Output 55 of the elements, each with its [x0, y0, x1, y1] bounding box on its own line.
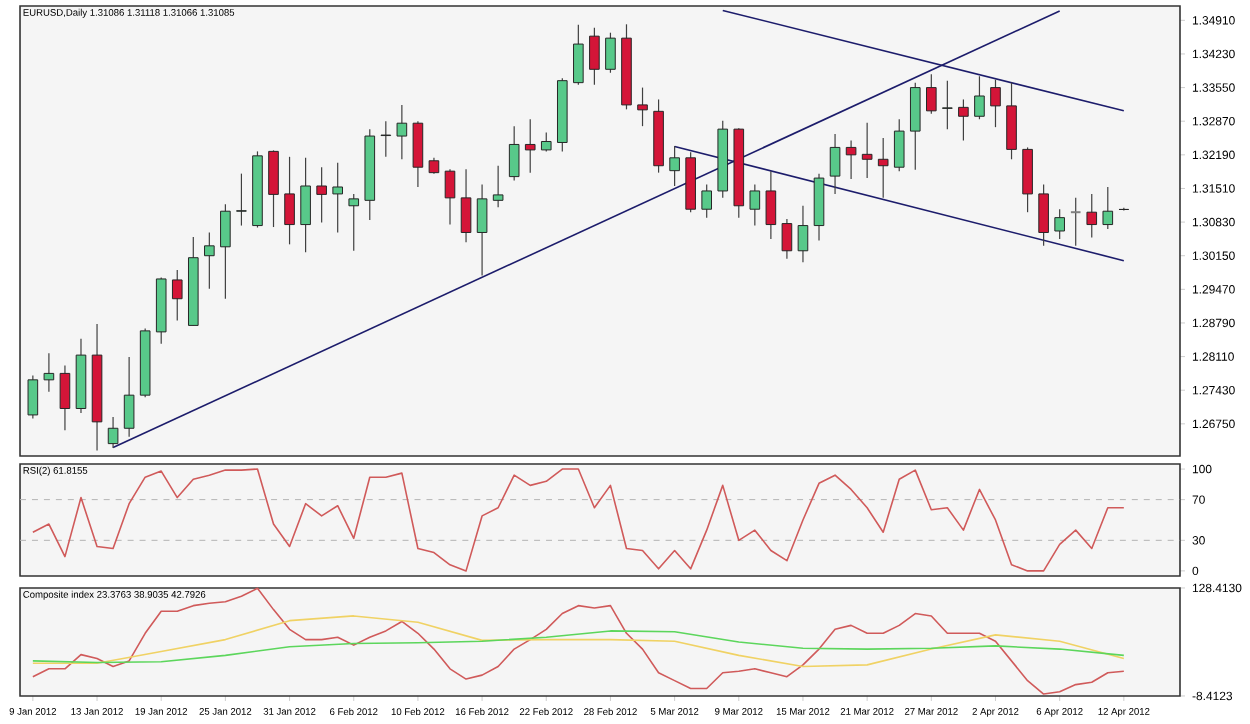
- candlestick: [829, 133, 841, 195]
- candlestick: [1038, 184, 1049, 247]
- candlestick: [204, 232, 215, 290]
- line-series: [32, 615, 1125, 668]
- candlestick: [990, 79, 1001, 129]
- candlestick: [316, 166, 327, 224]
- candlestick: [877, 137, 889, 199]
- candlestick: [524, 118, 536, 174]
- candlestick: [589, 27, 600, 86]
- candlestick: [942, 80, 953, 131]
- candlestick: [412, 120, 424, 188]
- candlestick: [171, 269, 183, 322]
- candlestick: [1086, 193, 1098, 239]
- candlestick: [508, 125, 520, 182]
- candlestick: [781, 218, 793, 260]
- candlestick: [1054, 208, 1065, 240]
- candlestick: [107, 416, 119, 449]
- candlestick: [236, 173, 247, 227]
- candlestick: [701, 184, 713, 219]
- candlestick: [1102, 186, 1114, 230]
- candlestick: [1069, 197, 1082, 247]
- candlestick: [605, 32, 616, 74]
- candlestick: [492, 165, 504, 209]
- candlestick: [43, 352, 55, 393]
- candlestick: [749, 184, 761, 227]
- candlestick: [958, 99, 969, 142]
- candlestick: [669, 145, 680, 187]
- candlestick: [813, 173, 825, 242]
- candlestick: [1022, 147, 1033, 214]
- candlestick: [1006, 82, 1017, 161]
- candlestick: [765, 170, 777, 240]
- candlestick: [974, 75, 985, 121]
- candlestick: [284, 156, 295, 246]
- candlestick: [845, 140, 857, 181]
- candlestick: [268, 150, 279, 228]
- candlestick: [300, 157, 311, 254]
- candlestick: [396, 104, 408, 161]
- candlestick: [348, 193, 360, 252]
- candlestick: [893, 118, 905, 173]
- candlestick: [637, 87, 648, 128]
- candlestick: [861, 122, 873, 180]
- candlestick: [380, 120, 392, 158]
- candlestick: [123, 356, 135, 438]
- candlestick: [476, 184, 488, 277]
- candlestick: [444, 168, 456, 226]
- candlestick: [573, 24, 584, 86]
- candlestick: [220, 204, 231, 300]
- line-series: [32, 630, 1125, 664]
- candlestick: [332, 162, 343, 234]
- candlestick: [909, 82, 921, 171]
- candlestick: [460, 168, 472, 244]
- candlestick: [797, 205, 809, 264]
- candlestick: [926, 73, 937, 115]
- candlestick: [27, 375, 39, 420]
- candlestick: [59, 365, 71, 432]
